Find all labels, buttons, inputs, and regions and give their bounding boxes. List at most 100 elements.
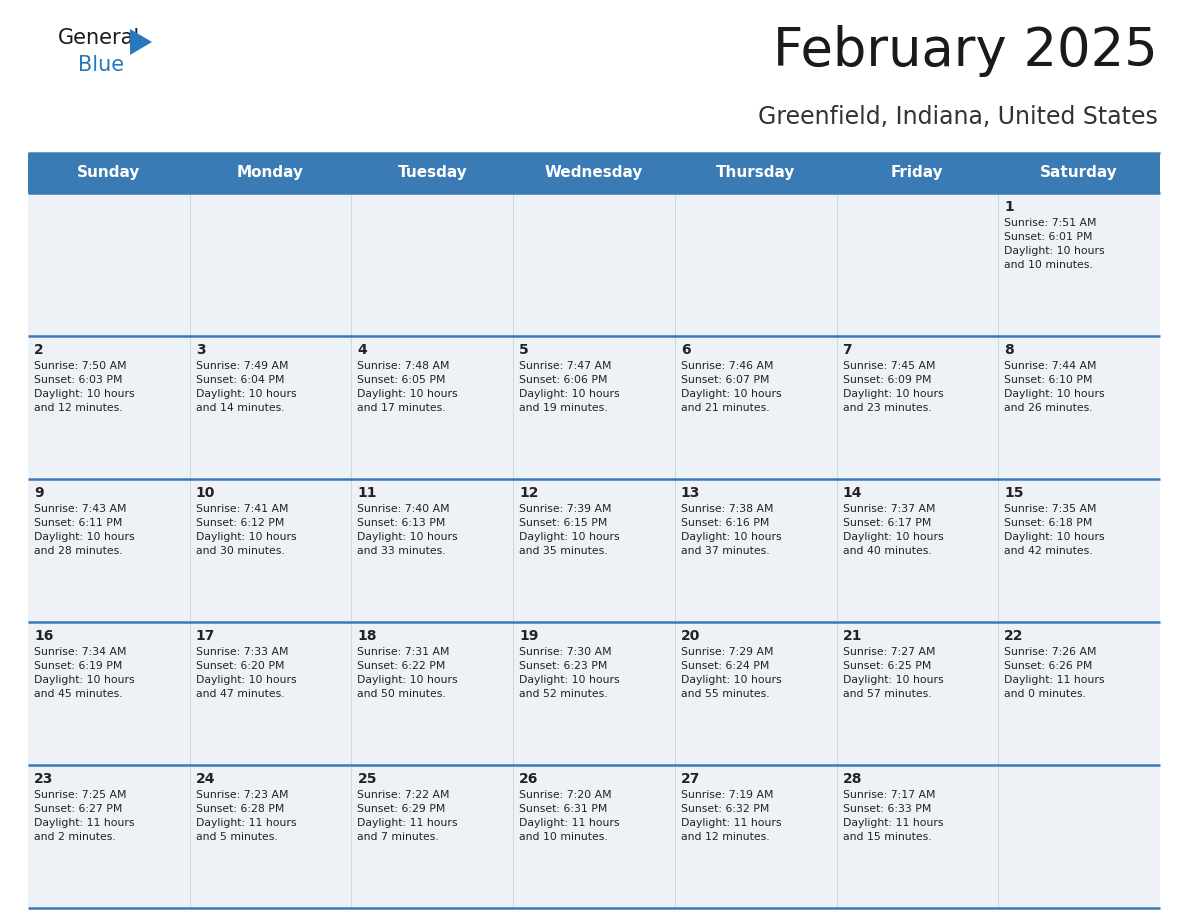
Text: Sunrise: 7:45 AM
Sunset: 6:09 PM
Daylight: 10 hours
and 23 minutes.: Sunrise: 7:45 AM Sunset: 6:09 PM Dayligh…	[842, 361, 943, 413]
Text: Sunrise: 7:25 AM
Sunset: 6:27 PM
Daylight: 11 hours
and 2 minutes.: Sunrise: 7:25 AM Sunset: 6:27 PM Dayligh…	[34, 790, 134, 842]
Bar	[29, 622, 190, 765]
Text: Sunrise: 7:33 AM
Sunset: 6:20 PM
Daylight: 10 hours
and 47 minutes.: Sunrise: 7:33 AM Sunset: 6:20 PM Dayligh…	[196, 647, 296, 699]
Text: Sunrise: 7:23 AM
Sunset: 6:28 PM
Daylight: 11 hours
and 5 minutes.: Sunrise: 7:23 AM Sunset: 6:28 PM Dayligh…	[196, 790, 296, 842]
Text: Sunrise: 7:51 AM
Sunset: 6:01 PM
Daylight: 10 hours
and 10 minutes.: Sunrise: 7:51 AM Sunset: 6:01 PM Dayligh…	[1004, 218, 1105, 270]
Text: Sunrise: 7:49 AM
Sunset: 6:04 PM
Daylight: 10 hours
and 14 minutes.: Sunrise: 7:49 AM Sunset: 6:04 PM Dayligh…	[196, 361, 296, 413]
Text: Sunrise: 7:22 AM
Sunset: 6:29 PM
Daylight: 11 hours
and 7 minutes.: Sunrise: 7:22 AM Sunset: 6:29 PM Dayligh…	[358, 790, 457, 842]
Bar	[675, 765, 836, 908]
Text: 21: 21	[842, 629, 862, 643]
Bar	[29, 336, 190, 479]
Text: Sunrise: 7:39 AM
Sunset: 6:15 PM
Daylight: 10 hours
and 35 minutes.: Sunrise: 7:39 AM Sunset: 6:15 PM Dayligh…	[519, 504, 620, 556]
Text: 7: 7	[842, 343, 852, 357]
Text: Sunrise: 7:35 AM
Sunset: 6:18 PM
Daylight: 10 hours
and 42 minutes.: Sunrise: 7:35 AM Sunset: 6:18 PM Dayligh…	[1004, 504, 1105, 556]
Bar	[998, 765, 1159, 908]
Bar	[836, 622, 998, 765]
Text: 4: 4	[358, 343, 367, 357]
Text: 23: 23	[34, 772, 53, 786]
Bar	[29, 765, 190, 908]
Bar	[190, 193, 352, 336]
Bar	[513, 479, 675, 622]
Text: 25: 25	[358, 772, 377, 786]
Bar	[29, 479, 190, 622]
Bar	[190, 479, 352, 622]
Text: Wednesday: Wednesday	[545, 165, 643, 181]
Text: Thursday: Thursday	[716, 165, 796, 181]
Bar	[513, 193, 675, 336]
Text: 13: 13	[681, 486, 700, 500]
Text: 11: 11	[358, 486, 377, 500]
Bar	[513, 765, 675, 908]
Text: 28: 28	[842, 772, 862, 786]
Text: Sunrise: 7:43 AM
Sunset: 6:11 PM
Daylight: 10 hours
and 28 minutes.: Sunrise: 7:43 AM Sunset: 6:11 PM Dayligh…	[34, 504, 134, 556]
Bar	[190, 622, 352, 765]
Text: 24: 24	[196, 772, 215, 786]
Text: Sunrise: 7:19 AM
Sunset: 6:32 PM
Daylight: 11 hours
and 12 minutes.: Sunrise: 7:19 AM Sunset: 6:32 PM Dayligh…	[681, 790, 782, 842]
Text: 6: 6	[681, 343, 690, 357]
Bar	[352, 622, 513, 765]
Text: Sunday: Sunday	[77, 165, 140, 181]
Bar	[675, 622, 836, 765]
Text: 10: 10	[196, 486, 215, 500]
Text: February 2025: February 2025	[773, 25, 1158, 77]
Text: Sunrise: 7:29 AM
Sunset: 6:24 PM
Daylight: 10 hours
and 55 minutes.: Sunrise: 7:29 AM Sunset: 6:24 PM Dayligh…	[681, 647, 782, 699]
Text: 17: 17	[196, 629, 215, 643]
Bar	[998, 479, 1159, 622]
Text: Sunrise: 7:37 AM
Sunset: 6:17 PM
Daylight: 10 hours
and 40 minutes.: Sunrise: 7:37 AM Sunset: 6:17 PM Dayligh…	[842, 504, 943, 556]
Text: 26: 26	[519, 772, 538, 786]
Text: Friday: Friday	[891, 165, 943, 181]
Bar	[190, 765, 352, 908]
Text: 18: 18	[358, 629, 377, 643]
Text: 22: 22	[1004, 629, 1024, 643]
Text: Sunrise: 7:46 AM
Sunset: 6:07 PM
Daylight: 10 hours
and 21 minutes.: Sunrise: 7:46 AM Sunset: 6:07 PM Dayligh…	[681, 361, 782, 413]
Text: Sunrise: 7:34 AM
Sunset: 6:19 PM
Daylight: 10 hours
and 45 minutes.: Sunrise: 7:34 AM Sunset: 6:19 PM Dayligh…	[34, 647, 134, 699]
Bar	[352, 193, 513, 336]
Text: Sunrise: 7:48 AM
Sunset: 6:05 PM
Daylight: 10 hours
and 17 minutes.: Sunrise: 7:48 AM Sunset: 6:05 PM Dayligh…	[358, 361, 459, 413]
Polygon shape	[129, 29, 152, 55]
Text: 1: 1	[1004, 200, 1015, 214]
Text: General: General	[58, 28, 140, 48]
Bar	[352, 479, 513, 622]
Text: 19: 19	[519, 629, 538, 643]
Text: Sunrise: 7:38 AM
Sunset: 6:16 PM
Daylight: 10 hours
and 37 minutes.: Sunrise: 7:38 AM Sunset: 6:16 PM Dayligh…	[681, 504, 782, 556]
Bar	[998, 336, 1159, 479]
Text: 2: 2	[34, 343, 44, 357]
Text: Blue: Blue	[78, 55, 124, 75]
Text: Sunrise: 7:27 AM
Sunset: 6:25 PM
Daylight: 10 hours
and 57 minutes.: Sunrise: 7:27 AM Sunset: 6:25 PM Dayligh…	[842, 647, 943, 699]
Text: 8: 8	[1004, 343, 1015, 357]
Text: 5: 5	[519, 343, 529, 357]
Text: 9: 9	[34, 486, 44, 500]
Text: Sunrise: 7:44 AM
Sunset: 6:10 PM
Daylight: 10 hours
and 26 minutes.: Sunrise: 7:44 AM Sunset: 6:10 PM Dayligh…	[1004, 361, 1105, 413]
Text: Greenfield, Indiana, United States: Greenfield, Indiana, United States	[758, 105, 1158, 129]
Bar	[352, 765, 513, 908]
Bar	[836, 765, 998, 908]
Text: Sunrise: 7:41 AM
Sunset: 6:12 PM
Daylight: 10 hours
and 30 minutes.: Sunrise: 7:41 AM Sunset: 6:12 PM Dayligh…	[196, 504, 296, 556]
Bar	[836, 193, 998, 336]
Bar	[675, 336, 836, 479]
Bar	[513, 622, 675, 765]
Text: Sunrise: 7:26 AM
Sunset: 6:26 PM
Daylight: 11 hours
and 0 minutes.: Sunrise: 7:26 AM Sunset: 6:26 PM Dayligh…	[1004, 647, 1105, 699]
Bar	[836, 336, 998, 479]
Bar	[675, 193, 836, 336]
Text: Sunrise: 7:20 AM
Sunset: 6:31 PM
Daylight: 11 hours
and 10 minutes.: Sunrise: 7:20 AM Sunset: 6:31 PM Dayligh…	[519, 790, 620, 842]
Bar	[190, 336, 352, 479]
Bar	[836, 479, 998, 622]
Text: Sunrise: 7:50 AM
Sunset: 6:03 PM
Daylight: 10 hours
and 12 minutes.: Sunrise: 7:50 AM Sunset: 6:03 PM Dayligh…	[34, 361, 134, 413]
Bar	[998, 622, 1159, 765]
Text: Saturday: Saturday	[1041, 165, 1118, 181]
Text: Sunrise: 7:47 AM
Sunset: 6:06 PM
Daylight: 10 hours
and 19 minutes.: Sunrise: 7:47 AM Sunset: 6:06 PM Dayligh…	[519, 361, 620, 413]
Text: 3: 3	[196, 343, 206, 357]
Bar	[998, 193, 1159, 336]
Text: Sunrise: 7:30 AM
Sunset: 6:23 PM
Daylight: 10 hours
and 52 minutes.: Sunrise: 7:30 AM Sunset: 6:23 PM Dayligh…	[519, 647, 620, 699]
Bar	[675, 479, 836, 622]
Text: 12: 12	[519, 486, 538, 500]
Bar	[352, 336, 513, 479]
Text: 27: 27	[681, 772, 700, 786]
Text: 20: 20	[681, 629, 700, 643]
Bar	[29, 193, 190, 336]
Text: Monday: Monday	[238, 165, 304, 181]
Bar	[513, 336, 675, 479]
Text: 14: 14	[842, 486, 862, 500]
Text: 15: 15	[1004, 486, 1024, 500]
Text: 16: 16	[34, 629, 53, 643]
Text: Sunrise: 7:31 AM
Sunset: 6:22 PM
Daylight: 10 hours
and 50 minutes.: Sunrise: 7:31 AM Sunset: 6:22 PM Dayligh…	[358, 647, 459, 699]
